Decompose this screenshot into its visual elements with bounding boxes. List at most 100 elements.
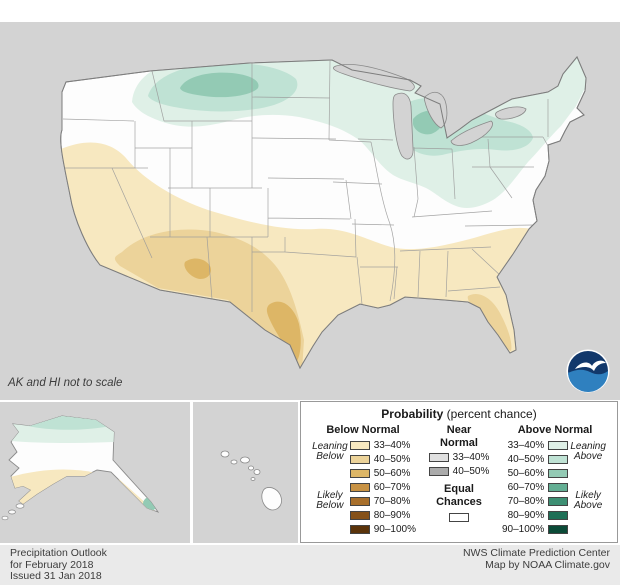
legend-row: 40–50% xyxy=(428,464,490,478)
legend-columns: Below Normal Leaning Below Likely Below 3… xyxy=(310,424,608,536)
footer-month-line: for February 2018 xyxy=(10,558,94,571)
legend-range-label: 33–40% xyxy=(507,439,545,451)
legend-swatch xyxy=(548,440,569,450)
noaa-logo-bird-icon xyxy=(575,360,606,371)
legend-column-near-normal: Near Normal 33–40% 40–50% Equal Chances xyxy=(424,424,494,536)
above-side-labels: Leaning Above Likely Above xyxy=(568,438,608,536)
hawaii-big-island xyxy=(261,487,282,511)
legend-swatch xyxy=(428,466,449,476)
legend-swatch xyxy=(349,510,370,520)
footer-issued-line: Issued 31 Jan 2018 xyxy=(10,570,102,582)
legend-swatch xyxy=(548,496,569,506)
noaa-logo-wave xyxy=(568,369,609,393)
state-boundaries xyxy=(60,60,549,312)
legend-swatch xyxy=(349,524,370,534)
legend-range-label: 40–50% xyxy=(452,465,490,477)
lake-superior xyxy=(333,63,415,92)
great-lakes xyxy=(333,63,527,160)
footer-credit-line: Map by NOAA Climate.gov xyxy=(485,558,610,571)
legend-swatch xyxy=(349,454,370,464)
noaa-logo xyxy=(566,349,610,393)
legend-row: 50–60% xyxy=(349,466,416,480)
equal-chances-swatch xyxy=(449,513,469,522)
below-normal-rows: 33–40% 40–50% 50–60% 60–70% 70–80% 80–90% 90–1… xyxy=(349,438,416,536)
footer-title-line: Precipitation Outlook xyxy=(10,547,107,559)
legend-swatch xyxy=(548,468,569,478)
legend-row: 90–100% xyxy=(502,522,569,536)
below-normal-50-60-region-arizona xyxy=(184,258,211,279)
legend-row: 33–40% xyxy=(502,438,569,452)
legend-column-below-normal: Below Normal Leaning Below Likely Below 3… xyxy=(310,424,416,536)
legend-row: 33–40% xyxy=(349,438,416,452)
legend-range-label: 90–100% xyxy=(502,523,545,535)
above-normal-header: Above Normal xyxy=(517,424,593,436)
legend-row: 90–100% xyxy=(349,522,416,536)
legend-range-label: 60–70% xyxy=(373,481,411,493)
legend-row: 33–40% xyxy=(428,450,490,464)
legend-swatch xyxy=(428,452,449,462)
legend-row: 60–70% xyxy=(502,480,569,494)
us-outline xyxy=(60,56,587,370)
legend-swatch xyxy=(349,440,370,450)
legend-swatch xyxy=(349,482,370,492)
lake-ontario xyxy=(495,106,527,120)
legend-row: 40–50% xyxy=(349,452,416,466)
above-normal-rows: 33–40% 40–50% 50–60% 60–70% 70–80% 80–90% 90–1… xyxy=(502,438,569,536)
hawaii-inset-background xyxy=(193,402,298,543)
legend-range-label: 40–50% xyxy=(373,453,411,465)
below-side-labels: Leaning Below Likely Below xyxy=(310,438,350,536)
legend-row: 70–80% xyxy=(502,494,569,508)
map-note: AK and HI not to scale xyxy=(7,377,122,389)
legend-swatch xyxy=(548,510,569,520)
hawaii-islands xyxy=(220,450,282,511)
legend-row: 60–70% xyxy=(349,480,416,494)
legend-row: 80–90% xyxy=(349,508,416,522)
legend-swatch xyxy=(548,524,569,534)
legend-side-label: Likely Below xyxy=(316,489,344,511)
legend-range-label: 60–70% xyxy=(507,481,545,493)
legend-range-label: 40–50% xyxy=(507,453,545,465)
lake-michigan xyxy=(392,92,414,160)
above-normal-50-60-region-montana xyxy=(180,72,259,98)
legend-row: 80–90% xyxy=(502,508,569,522)
legend-swatch xyxy=(349,496,370,506)
lake-huron xyxy=(423,91,448,129)
main-map: AK and HI not to scale xyxy=(0,22,620,400)
legend-range-label: 90–100% xyxy=(373,523,416,535)
aleutian-islands xyxy=(1,503,25,521)
legend-title-rest: (percent chance) xyxy=(443,407,537,421)
legend-range-label: 80–90% xyxy=(373,509,411,521)
legend-side-label: Leaning Below xyxy=(312,440,348,462)
legend-range-label: 33–40% xyxy=(373,439,411,451)
near-normal-rows: 33–40% 40–50% xyxy=(424,450,494,478)
legend-range-label: 70–80% xyxy=(373,495,411,507)
legend-range-label: 33–40% xyxy=(452,451,490,463)
legend-column-above-normal: Above Normal 33–40% 40–50% 50–60% 60–70% 70–… xyxy=(502,424,608,536)
legend-swatch xyxy=(548,482,569,492)
below-normal-header: Below Normal xyxy=(326,424,400,436)
legend-swatch xyxy=(349,468,370,478)
legend-swatch xyxy=(548,454,569,464)
below-normal-50-60-region-southtexas xyxy=(266,301,301,361)
equal-chances-label: Equal Chances xyxy=(436,483,482,508)
legend-range-label: 50–60% xyxy=(507,467,545,479)
near-normal-header: Near Normal xyxy=(440,424,478,449)
legend-range-label: 50–60% xyxy=(373,467,411,479)
legend-panel: Probability (percent chance) Below Norma… xyxy=(300,401,618,543)
footer-source-line: NWS Climate Prediction Center xyxy=(462,547,610,559)
legend-title-bold: Probability xyxy=(381,407,444,421)
legend-row: 50–60% xyxy=(502,466,569,480)
legend-range-label: 70–80% xyxy=(507,495,545,507)
footer-left-text: Precipitation Outlook for February 2018 … xyxy=(10,547,107,582)
footer: Precipitation Outlook for February 2018 … xyxy=(0,545,620,585)
footer-right-text: NWS Climate Prediction Center Map by NOA… xyxy=(462,547,610,582)
below-normal-40-50-region-southwest xyxy=(115,229,304,368)
legend-side-label: Leaning Above xyxy=(570,440,606,462)
legend-side-label: Likely Above xyxy=(573,489,603,511)
legend-row: 40–50% xyxy=(502,452,569,466)
inset-maps xyxy=(0,402,298,543)
lake-erie xyxy=(450,120,493,146)
legend-row: 70–80% xyxy=(349,494,416,508)
legend-title: Probability (percent chance) xyxy=(310,407,608,422)
